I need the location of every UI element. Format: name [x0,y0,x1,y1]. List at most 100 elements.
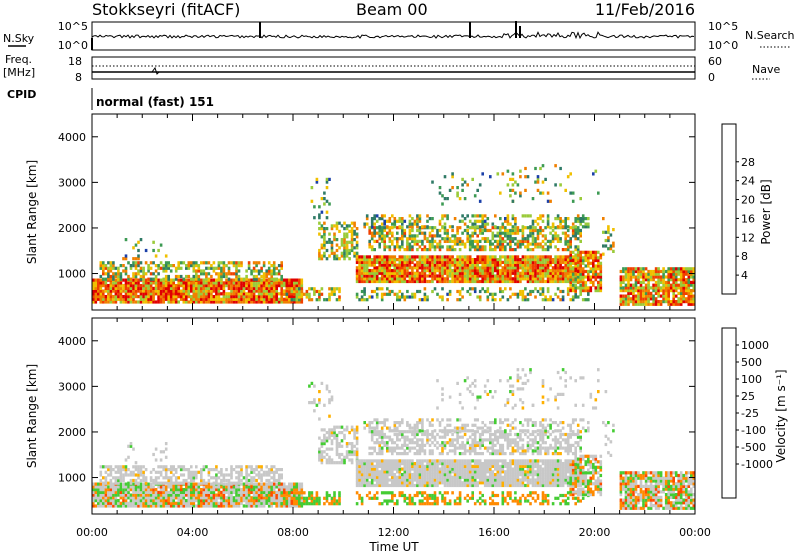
range-cell [669,267,673,271]
range-cell [164,286,168,290]
range-cell [102,266,105,270]
range-cell [298,499,301,503]
range-cell [260,295,263,299]
range-cell [592,264,595,268]
range-cell [571,255,575,259]
range-cell [619,289,623,293]
range-cell [338,246,341,250]
range-cell [504,269,507,273]
freq-left-tick-top: 18 [68,55,82,68]
range-cell [162,485,165,489]
range-cell [104,490,108,494]
range-cell [132,496,135,500]
range-cell [300,289,304,294]
range-cell [220,504,223,508]
range-cell [534,242,537,246]
range-cell [368,258,371,262]
range-cell [489,269,492,273]
range-cell [401,269,404,273]
range-cell [541,228,545,233]
range-cell [433,245,437,249]
range-cell [667,278,670,282]
range-cell [657,286,660,290]
range-cell [182,488,186,492]
range-cell [358,478,361,482]
range-cell [202,465,206,469]
range-cell [187,261,191,265]
range-cell [272,473,276,477]
range-cell [423,274,427,278]
range-cell [134,277,138,281]
range-cell [592,267,595,271]
range-cell [242,490,246,494]
range-cell [406,248,409,252]
range-cell [521,242,525,246]
range-cell [687,289,691,293]
range-cell [255,274,258,279]
range-cell [164,254,168,258]
range-cell [408,225,412,229]
range-cell [242,499,246,503]
range-cell [298,278,301,282]
range-cell [541,260,545,264]
range-cell [240,499,243,503]
range-cell [320,450,324,454]
range-cell [167,485,170,489]
range-cell [657,278,660,282]
range-cell [210,278,213,282]
range-cell [159,504,163,508]
range-cell [182,493,186,497]
range-cell [365,260,369,264]
range-cell [388,279,392,284]
range-cell [154,501,158,505]
range-cell [152,493,155,497]
range-cell [677,272,680,276]
range-cell [358,459,361,463]
range-cell [504,277,507,281]
range-cell [647,294,650,298]
range-cell [154,277,158,281]
range-cell [438,266,442,270]
range-cell [119,493,123,497]
range-cell [634,267,638,271]
range-cell [187,264,191,268]
range-cell [373,277,376,281]
range-cell [222,485,226,489]
range-cell [672,297,675,301]
range-cell [338,496,341,500]
range-cell [551,277,555,281]
range-cell [431,228,434,233]
range-cell [167,295,170,299]
range-cell [687,272,691,276]
range-cell [466,263,469,267]
range-cell [330,243,334,247]
range-cell [255,284,258,288]
range-cell [139,482,143,486]
range-cell [92,278,95,282]
range-cell [431,258,434,262]
range-cell [355,481,359,485]
range-cell [220,468,223,472]
range-cell [172,473,175,477]
range-cell [370,269,374,273]
range-cell [257,485,261,489]
range-cell [222,292,226,296]
range-cell [227,295,231,299]
range-cell [107,300,110,304]
range-cell [220,281,223,285]
range-cell [164,289,168,293]
range-cell [217,490,221,494]
range-cell [486,255,490,259]
range-cell [288,501,291,505]
range-cell [431,279,434,284]
range-cell [619,280,623,284]
range-cell [182,261,186,265]
range-cell [501,222,505,226]
range-cell [514,248,517,252]
range-cell [99,499,103,503]
range-cell [167,292,170,296]
range-cell [190,281,193,285]
range-cell [499,245,502,249]
range-cell [561,248,565,252]
range-cell [629,267,633,271]
